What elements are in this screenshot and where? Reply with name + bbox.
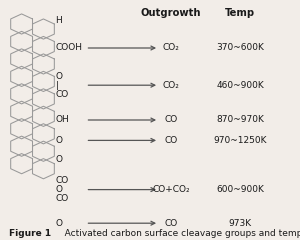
Text: CO₂: CO₂ [163, 81, 179, 90]
Text: 600~900K: 600~900K [216, 185, 264, 194]
Text: O
|
CO: O | CO [56, 72, 69, 99]
Text: 870~970K: 870~970K [216, 115, 264, 125]
Text: H: H [56, 16, 62, 25]
Text: 970~1250K: 970~1250K [213, 136, 267, 145]
Text: COOH: COOH [56, 43, 82, 53]
Text: Outgrowth: Outgrowth [141, 8, 201, 18]
Text: CO: CO [164, 219, 178, 228]
Text: O: O [56, 155, 62, 164]
Text: 973K: 973K [228, 219, 252, 228]
Text: Temp: Temp [225, 8, 255, 18]
Text: 460~900K: 460~900K [216, 81, 264, 90]
Text: O: O [56, 136, 62, 145]
Text: CO+CO₂: CO+CO₂ [152, 185, 190, 194]
Text: Activated carbon surface cleavage groups and temp: Activated carbon surface cleavage groups… [56, 228, 300, 238]
Text: O: O [56, 219, 62, 228]
Text: CO: CO [164, 136, 178, 145]
Text: CO: CO [164, 115, 178, 125]
Text: OH: OH [56, 115, 69, 125]
Text: Figure 1   Activated carbon surface cleavage groups and temp: Figure 1 Activated carbon surface cleava… [9, 228, 292, 238]
Text: 370~600K: 370~600K [216, 43, 264, 53]
Text: CO₂: CO₂ [163, 43, 179, 53]
Text: Figure 1: Figure 1 [9, 228, 51, 238]
Text: CO
O
CO: CO O CO [56, 176, 69, 203]
